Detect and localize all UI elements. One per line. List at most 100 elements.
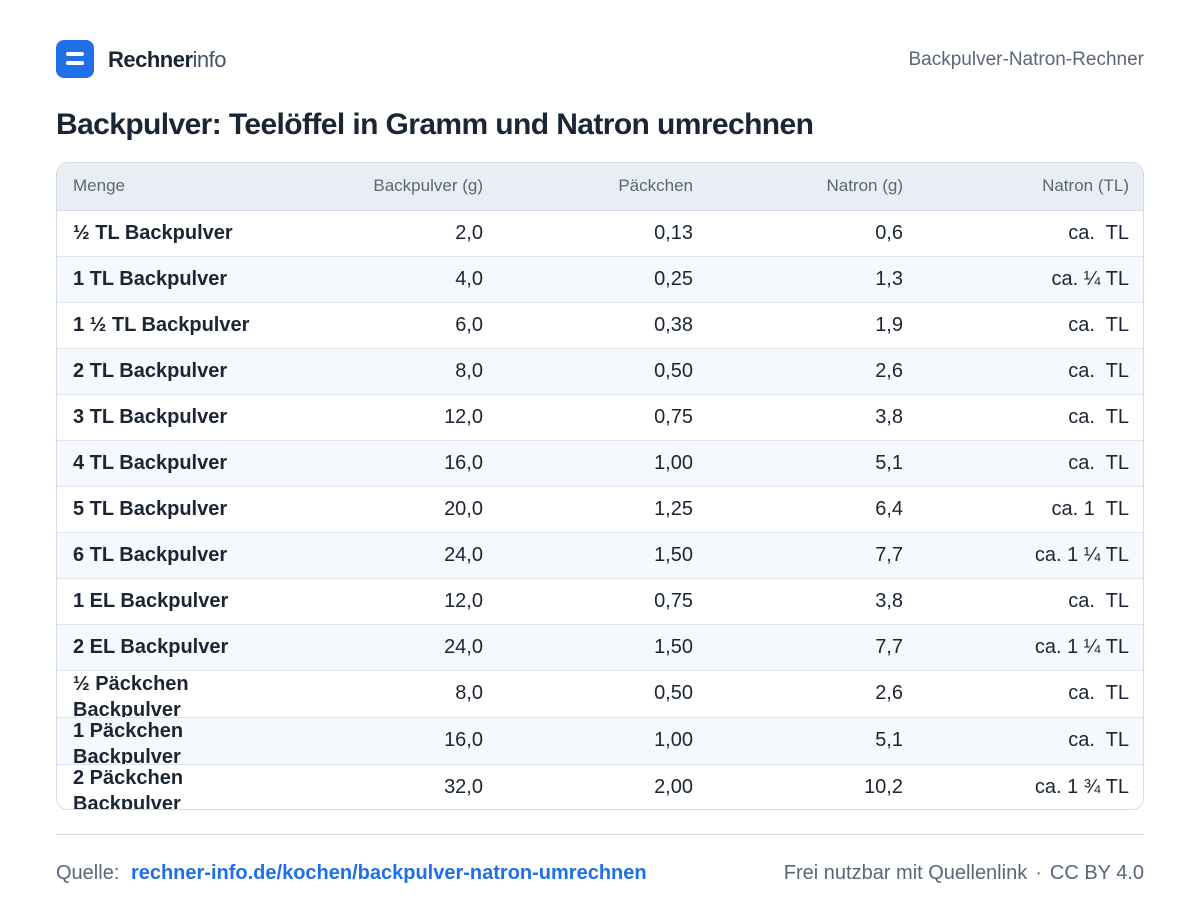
cell-natron-g: 0,6 (875, 221, 903, 244)
cell-natron-tl: ca. ¼ TL (919, 255, 1143, 302)
cell-backpulver-g: 12,0 (299, 393, 499, 440)
footer-divider (56, 834, 1144, 835)
cell-paeckchen: 1,25 (499, 485, 709, 532)
cell-backpulver-g: 2,0 (455, 221, 483, 244)
table-header-row: Menge Backpulver (g) Päckchen Natron (g)… (57, 163, 1143, 211)
cell-natron-g: 5,1 (709, 439, 919, 486)
page-title: Backpulver: Teelöffel in Gramm und Natro… (56, 108, 814, 141)
cell-natron-g: 3,8 (709, 577, 919, 624)
license-separator: · (1035, 862, 1042, 884)
cell-backpulver-g: 20,0 (299, 485, 499, 532)
cell-menge: 1 ½ TL Backpulver (57, 301, 299, 348)
cell-natron-g: 3,8 (709, 393, 919, 440)
cell-menge: 1 EL Backpulver (57, 577, 299, 624)
cell-paeckchen: 0,50 (499, 347, 709, 394)
cell-menge: 4 TL Backpulver (57, 439, 299, 486)
cell-menge: ½ TL Backpulver (57, 210, 299, 256)
cell-paeckchen: 1,50 (499, 531, 709, 578)
table-row: 1 EL Backpulver 12,0 0,75 3,8 ca. TL (57, 577, 1143, 624)
column-header-natron-tl: Natron (TL) (919, 163, 1143, 211)
cell-natron-g: 10,2 (709, 763, 919, 809)
page-header: Rechnerinfo Backpulver-Natron-Rechner (56, 40, 1144, 78)
cell-paeckchen: 2,00 (499, 763, 709, 809)
cell-natron-g: 7,7 (709, 531, 919, 578)
calculator-name: Backpulver-Natron-Rechner (908, 49, 1145, 70)
cell-natron-tl: ca. TL (919, 347, 1143, 394)
row-label: ½ Päckchen Backpulver (73, 672, 189, 718)
cell-natron-tl: ca. 1 ¼ TL (919, 623, 1143, 670)
cell-menge: 3 TL Backpulver (57, 393, 299, 440)
cell-backpulver-g: 32,0 (299, 763, 499, 809)
row-label: 4 TL Backpulver (73, 452, 228, 474)
cell-paeckchen: 0,25 (499, 255, 709, 302)
cell-natron-tl: ca. TL (919, 301, 1143, 348)
cell-backpulver-g: 24,0 (299, 623, 499, 670)
row-label: 2 TL Backpulver (73, 360, 228, 382)
source-link[interactable]: rechner-info.de/kochen/backpulver-natron… (130, 862, 647, 884)
cell-paeckchen: 0,38 (499, 301, 709, 348)
cell-backpulver-g: 8,0 (299, 347, 499, 394)
cell-natron-tl: ca. TL (919, 393, 1143, 440)
cell-paeckchen: 1,00 (499, 716, 709, 764)
cell-natron-tl: ca. TL (919, 577, 1143, 624)
license-info: Frei nutzbar mit Quellenlink · CC BY 4.0 (784, 860, 1144, 886)
column-header-menge: Menge (57, 163, 299, 211)
row-label: ½ TL Backpulver (73, 222, 233, 244)
brand-name-strong: Rechner (108, 47, 193, 72)
brand-name-light: info (192, 47, 227, 72)
cell-menge: 6 TL Backpulver (57, 531, 299, 578)
cell-paeckchen: 1,00 (499, 439, 709, 486)
table-row: 1 TL Backpulver 4,0 0,25 1,3 ca. ¼ TL (57, 255, 1143, 302)
row-label: 2 EL Backpulver (73, 636, 229, 658)
page-footer: Quelle: rechner-info.de/kochen/backpulve… (56, 860, 1144, 886)
conversion-table-grid: Menge Backpulver (g) Päckchen Natron (g)… (57, 163, 1143, 810)
column-header-paeckchen: Päckchen (499, 163, 709, 211)
cell-natron-tl: ca. TL (919, 439, 1143, 486)
table-row: 6 TL Backpulver 24,0 1,50 7,7 ca. 1 ¼ TL (57, 531, 1143, 578)
cell-backpulver-g: 8,0 (299, 669, 499, 717)
cell-paeckchen: 0,75 (499, 577, 709, 624)
table-row: 2 TL Backpulver 8,0 0,50 2,6 ca. TL (57, 347, 1143, 394)
table-row: 1 Päckchen Backpulver 16,0 1,00 5,1 ca. TL (57, 716, 1143, 764)
cell-natron-g: 1,9 (709, 301, 919, 348)
cell-menge: ½ Päckchen Backpulver (57, 669, 299, 718)
table-body: ½ TL Backpulver 2,0 0,13 0,6 ca. TL 1 TL Back… (57, 210, 1143, 810)
cell-paeckchen: 0,75 (499, 393, 709, 440)
table-row: 4 TL Backpulver 16,0 1,00 5,1 ca. TL (57, 439, 1143, 486)
cell-backpulver-g: 24,0 (299, 531, 499, 578)
cell-natron-tl: ca. TL (919, 669, 1143, 717)
row-label: 1 TL Backpulver (73, 268, 228, 290)
rechner-logo-icon[interactable] (56, 40, 94, 78)
license-name: CC BY 4.0 (1049, 862, 1144, 884)
cell-paeckchen: 0,50 (499, 669, 709, 717)
cell-natron-g: 5,1 (709, 716, 919, 764)
cell-menge: 1 Päckchen Backpulver (57, 716, 299, 764)
source-label: Quelle: (56, 862, 120, 884)
cell-backpulver-g: 16,0 (299, 716, 499, 764)
table-row: 5 TL Backpulver 20,0 1,25 6,4 ca. 1 TL (57, 485, 1143, 532)
cell-natron-g: 7,7 (709, 623, 919, 670)
row-label: 1 ½ TL Backpulver (73, 314, 250, 336)
license-text: Frei nutzbar mit Quellenlink (783, 862, 1028, 884)
brand-wordmark[interactable]: Rechnerinfo (108, 47, 227, 72)
cell-menge: 1 TL Backpulver (57, 255, 299, 302)
row-label: 1 EL Backpulver (73, 590, 229, 612)
cell-natron-tl: ca. 1 ¼ TL (919, 531, 1143, 578)
cell-menge: 5 TL Backpulver (57, 485, 299, 532)
logo-bar-bottom (66, 61, 84, 65)
cell-menge: 2 TL Backpulver (57, 347, 299, 394)
row-label: 2 Päckchen Backpulver (73, 766, 184, 810)
row-label: 3 TL Backpulver (73, 406, 228, 428)
cell-paeckchen: 1,50 (499, 623, 709, 670)
source-attribution: Quelle: rechner-info.de/kochen/backpulve… (56, 860, 647, 886)
column-header-natron-g: Natron (g) (709, 163, 919, 211)
row-label: 5 TL Backpulver (73, 498, 228, 520)
cell-backpulver-g: 6,0 (299, 301, 499, 348)
cell-menge: 2 Päckchen Backpulver (57, 763, 299, 810)
cell-backpulver-g: 16,0 (299, 439, 499, 486)
cell-natron-tl: ca. TL (919, 716, 1143, 764)
cell-natron-tl: ca. 1 TL (919, 485, 1143, 532)
cell-menge: 2 EL Backpulver (57, 623, 299, 670)
cell-natron-g: 2,6 (709, 347, 919, 394)
cell-backpulver-g: 12,0 (299, 577, 499, 624)
